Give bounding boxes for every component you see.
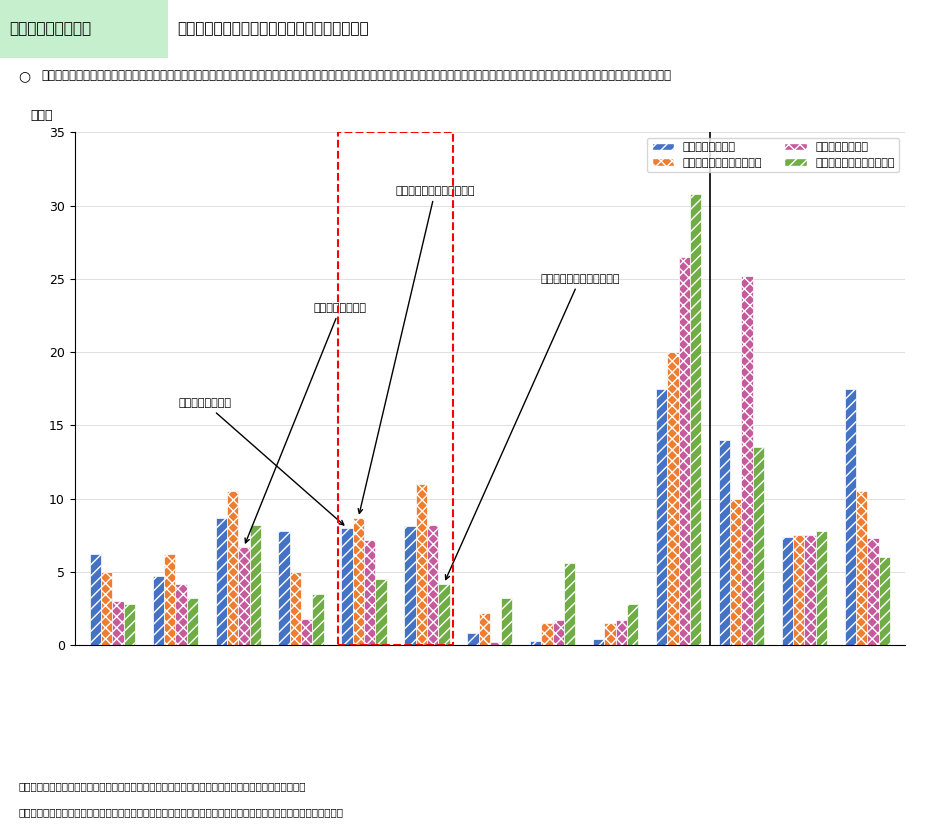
Bar	[627, 604, 638, 645]
Bar	[782, 537, 793, 645]
Bar	[124, 604, 135, 645]
Text: ○: ○	[19, 69, 31, 84]
Bar	[742, 276, 753, 645]
Bar	[187, 598, 198, 645]
Bar	[656, 389, 667, 645]
Bar	[375, 579, 386, 645]
Bar	[427, 525, 439, 645]
Bar	[278, 531, 290, 645]
Bar	[479, 613, 490, 645]
Bar	[313, 594, 324, 645]
Text: 資料出所　厚生労働省「令和３年雇用動向調査」をもとに厚生労働省政策統括官付政策統括室にて作成: 資料出所 厚生労働省「令和３年雇用動向調査」をもとに厚生労働省政策統括官付政策統…	[19, 781, 306, 791]
Bar	[339, 132, 453, 645]
Legend: 男性・フルタイム, 男性・パートタイム労働者, 女性・フルタイム, 女性・パートタイム労働者: 男性・フルタイム, 男性・パートタイム労働者, 女性・フルタイム, 女性・パート…	[648, 138, 899, 172]
Bar	[101, 571, 112, 645]
Bar	[718, 440, 731, 645]
Bar	[856, 491, 868, 645]
Y-axis label: （％）: （％）	[30, 109, 52, 122]
Bar	[593, 639, 605, 645]
Text: 女性・パートタイム労働者: 女性・パートタイム労働者	[445, 274, 620, 580]
Bar	[605, 623, 616, 645]
Bar	[168, 0, 933, 58]
Bar	[552, 620, 564, 645]
Bar	[678, 257, 689, 645]
Bar	[0, 0, 168, 58]
Bar	[541, 623, 552, 645]
Bar	[689, 194, 702, 645]
Bar	[249, 525, 261, 645]
Bar	[667, 352, 678, 645]
Bar	[341, 528, 353, 645]
Bar	[301, 619, 313, 645]
Bar	[868, 538, 879, 645]
Bar	[353, 518, 364, 645]
Bar	[753, 447, 764, 645]
Bar	[439, 584, 450, 645]
Bar	[530, 641, 541, 645]
Text: 男性・パートタイム労働者: 男性・パートタイム労働者	[358, 186, 475, 514]
Bar	[501, 598, 512, 645]
Bar	[112, 601, 124, 645]
Bar	[815, 531, 827, 645]
Bar	[216, 518, 227, 645]
Bar	[879, 557, 890, 645]
Text: 第２－（２）－６図: 第２－（２）－６図	[9, 22, 91, 36]
Bar	[793, 535, 804, 645]
Bar	[844, 389, 856, 645]
Bar	[164, 554, 175, 645]
Text: 男女別・雇用形態別の前の勤め先を辞めた理由: 男女別・雇用形態別の前の勤め先を辞めた理由	[177, 22, 369, 36]
Bar	[731, 499, 742, 645]
Bar	[467, 633, 479, 645]
Bar	[490, 642, 501, 645]
Bar	[90, 554, 101, 645]
Text: 女性・フルタイム: 女性・フルタイム	[245, 304, 367, 543]
Bar	[415, 484, 427, 645]
Bar	[564, 563, 576, 645]
Bar	[404, 527, 415, 645]
Bar	[804, 535, 815, 645]
Bar	[364, 539, 375, 645]
Text: 男女別・雇用形態別に前の勤め先を辞めた理由をみると、「個人的理由」の中では、「その他の個人的理由」を除き、「収入が少ない」「労働条件が悪い」は、「職場の人間関係: 男女別・雇用形態別に前の勤め先を辞めた理由をみると、「個人的理由」の中では、「そ…	[41, 69, 671, 83]
Bar	[175, 584, 187, 645]
Bar	[227, 491, 238, 645]
Text: 男性・フルタイム: 男性・フルタイム	[179, 399, 343, 525]
Text: （注）　本図中で使用している「フルタイム」は、厚生労働省「雇用動向調査」における「一般労働者」を指す。: （注） 本図中で使用している「フルタイム」は、厚生労働省「雇用動向調査」における…	[19, 807, 343, 817]
Bar	[238, 547, 249, 645]
Bar	[153, 576, 164, 645]
Bar	[290, 571, 301, 645]
Bar	[616, 620, 627, 645]
